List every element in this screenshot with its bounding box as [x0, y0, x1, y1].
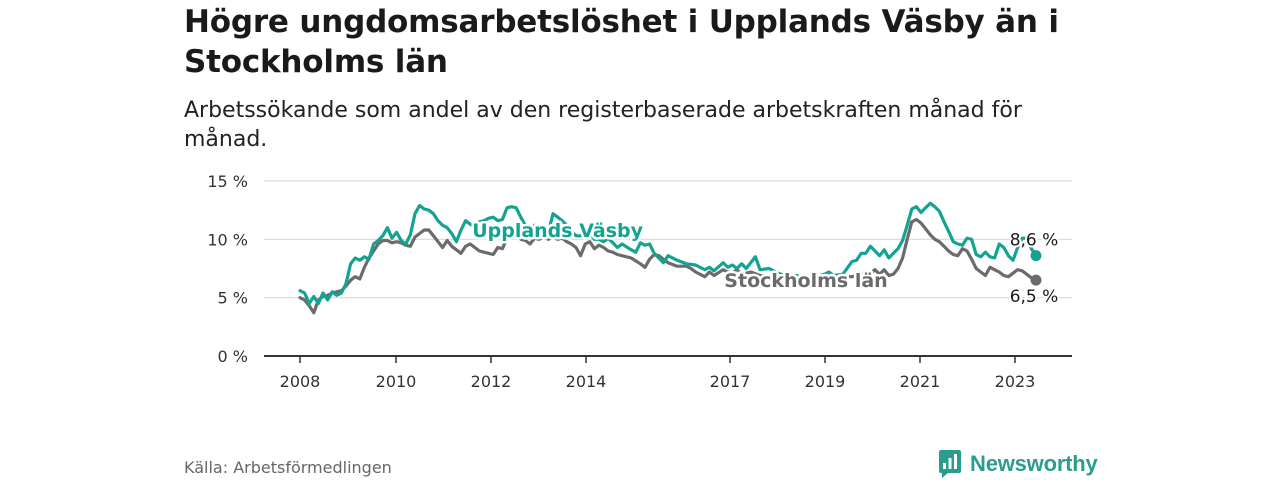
- y-tick-label: 15 %: [207, 172, 248, 191]
- series-line-stockholms-l-n: [298, 217, 1038, 315]
- end-value-label: 6,5 %: [1010, 287, 1059, 307]
- x-tick-label: 2019: [805, 372, 846, 391]
- y-tick-label: 5 %: [218, 289, 248, 308]
- y-tick-label: 10 %: [207, 230, 248, 249]
- end-point-stockholms-l-n: [1030, 274, 1042, 286]
- x-tick-label: 2021: [900, 372, 941, 391]
- x-tick-label: 2017: [710, 372, 751, 391]
- series-label: Stockholms län: [724, 270, 887, 292]
- line-chart: 0 %5 %10 %15 % 2008 2010 2012 2014 2017 2019 2…: [207, 172, 1072, 391]
- series-label: Upplands Väsby: [472, 220, 643, 242]
- brand-logo[interactable]: Newsworthy: [938, 449, 1098, 479]
- y-axis-tick-labels: 0 % 5 % 10 % 15 %: [207, 172, 248, 366]
- x-tick-label: 2010: [376, 372, 417, 391]
- source-note: Källa: Arbetsförmedlingen: [184, 458, 392, 477]
- series-lines: 8,6 % 6,5 %: [298, 201, 1060, 315]
- y-tick-label: 0 %: [218, 347, 248, 366]
- x-tick-label: 2023: [995, 372, 1036, 391]
- end-value-label: 8,6 %: [1010, 231, 1059, 251]
- series-annotations: Upplands Väsby Stockholms län: [470, 218, 891, 295]
- brand-name: Newsworthy: [970, 451, 1098, 476]
- x-tick-label: 2008: [280, 372, 321, 391]
- series-line-upplands-v-sby: [298, 201, 1038, 306]
- x-tick-label: 2014: [566, 372, 607, 391]
- chart-subtitle: Arbetssökande som andel av den registerb…: [184, 98, 1022, 152]
- x-axis: 2008 2010 2012 2014 2017 2019 2021 2023: [264, 355, 1072, 391]
- end-point-upplands-v-sby: [1030, 250, 1042, 262]
- newsworthy-logo-icon: [939, 450, 961, 478]
- chart-title: Högre ungdomsarbetslöshet i Upplands Väs…: [184, 4, 1059, 80]
- x-tick-label: 2012: [471, 372, 512, 391]
